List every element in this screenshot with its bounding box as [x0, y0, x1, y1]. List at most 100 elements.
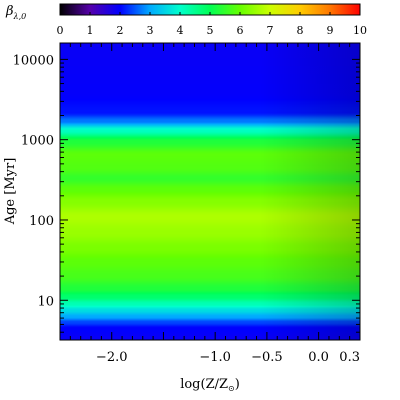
- colorbar-tick-label: 0: [57, 24, 64, 37]
- heatmap-row: [60, 195, 360, 197]
- heatmap-row: [60, 102, 360, 104]
- heatmap-row: [60, 56, 360, 58]
- heatmap-row: [60, 278, 360, 280]
- heatmap-row: [60, 221, 360, 223]
- colorbar-tick-label: 10: [353, 24, 367, 37]
- x-tick-label: −2.0: [96, 350, 128, 365]
- heatmap-row: [60, 72, 360, 74]
- heatmap-row: [60, 99, 360, 101]
- heatmap-row: [60, 89, 360, 91]
- heatmap-row: [60, 74, 360, 76]
- heatmap-row: [60, 254, 360, 256]
- heatmap-row: [60, 270, 360, 272]
- heatmap-row: [60, 92, 360, 94]
- heatmap-row: [60, 133, 360, 135]
- heatmap-row: [60, 104, 360, 106]
- heatmap-row: [60, 110, 360, 112]
- heatmap-row: [60, 256, 360, 258]
- heatmap-row: [60, 305, 360, 307]
- heatmap-row: [60, 212, 360, 214]
- heatmap-row: [60, 286, 360, 288]
- colorbar-tick-label: 6: [237, 24, 244, 37]
- heatmap-row: [60, 267, 360, 269]
- heatmap-row: [60, 87, 360, 89]
- y-tick-label: 10: [37, 294, 54, 309]
- heatmap-row: [60, 122, 360, 124]
- heatmap-row: [60, 101, 360, 103]
- heatmap-row: [60, 294, 360, 296]
- heatmap-row: [60, 179, 360, 181]
- heatmap-row: [60, 169, 360, 171]
- heatmap-row: [60, 75, 360, 77]
- heatmap-row: [60, 230, 360, 232]
- heatmap-row: [60, 245, 360, 247]
- heatmap-row: [60, 62, 360, 64]
- heatmap-row: [60, 164, 360, 166]
- heatmap-row: [60, 96, 360, 98]
- heatmap-row: [60, 130, 360, 132]
- heatmap-row: [60, 181, 360, 183]
- heatmap-row: [60, 274, 360, 276]
- heatmap-row: [60, 48, 360, 50]
- heatmap-row: [60, 114, 360, 116]
- heatmap-row: [60, 238, 360, 240]
- heatmap-row: [60, 132, 360, 134]
- heatmap-row: [60, 50, 360, 52]
- plot-frame: [59, 42, 361, 341]
- heatmap-row: [60, 243, 360, 245]
- heatmap-row: [60, 211, 360, 213]
- heatmap-row: [60, 184, 360, 186]
- heatmap-row: [60, 246, 360, 248]
- x-tick-label: 0.3: [339, 350, 360, 365]
- heatmap-row: [60, 113, 360, 115]
- heatmap-row: [60, 224, 360, 226]
- heatmap-row: [60, 300, 360, 302]
- heatmap-row: [60, 261, 360, 263]
- heatmap-row: [60, 213, 360, 215]
- heatmap-row: [60, 190, 360, 192]
- heatmap-row: [60, 115, 360, 117]
- heatmap-row: [60, 271, 360, 273]
- heatmap-row: [60, 65, 360, 67]
- heatmap-row: [60, 206, 360, 208]
- heatmap-row: [60, 309, 360, 311]
- heatmap-row: [60, 119, 360, 121]
- heatmap-row: [60, 193, 360, 195]
- heatmap-row: [60, 242, 360, 244]
- heatmap-row: [60, 183, 360, 185]
- heatmap-row: [60, 172, 360, 174]
- heatmap-row: [60, 227, 360, 229]
- heatmap-row: [60, 90, 360, 92]
- heatmap-row: [60, 128, 360, 130]
- heatmap-row: [60, 240, 360, 242]
- heatmap-row: [60, 247, 360, 249]
- colorbar-tick-label: 9: [327, 24, 334, 37]
- heatmap-row: [60, 275, 360, 277]
- heatmap-row: [60, 91, 360, 93]
- heatmap-row: [60, 170, 360, 172]
- heatmap-row: [60, 269, 360, 271]
- heatmap-row: [60, 264, 360, 266]
- heatmap-row: [60, 272, 360, 274]
- heatmap-row: [60, 198, 360, 200]
- heatmap-row: [60, 60, 360, 62]
- heatmap-row: [60, 255, 360, 257]
- heatmap-row: [60, 178, 360, 180]
- heatmap-row: [60, 214, 360, 216]
- heatmap-row: [60, 137, 360, 139]
- heatmap-row: [60, 287, 360, 289]
- y-tick-label: 1000: [21, 134, 54, 149]
- heatmap-row: [60, 259, 360, 261]
- heatmap-row: [60, 260, 360, 262]
- heatmap-row: [60, 332, 360, 334]
- heatmap-row: [60, 63, 360, 65]
- heatmap-row: [60, 186, 360, 188]
- heatmap-row: [60, 124, 360, 126]
- heatmap-row: [60, 182, 360, 184]
- heatmap-row: [60, 297, 360, 299]
- heatmap-row: [60, 329, 360, 331]
- x-axis: −2.0 −1.0 −0.5 0.0 0.3: [59, 43, 361, 365]
- heatmap-row: [60, 265, 360, 267]
- heatmap-row: [60, 167, 360, 169]
- heatmap-row: [60, 187, 360, 189]
